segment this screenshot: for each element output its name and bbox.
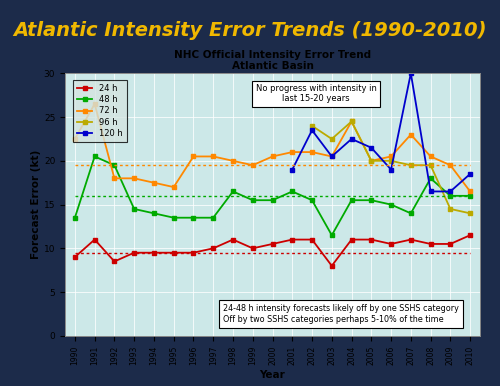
Text: 24-48 h intensity forecasts likely off by one SSHS category
Off by two SSHS cate: 24-48 h intensity forecasts likely off b… bbox=[223, 304, 459, 323]
Title: NHC Official Intensity Error Trend
Atlantic Basin: NHC Official Intensity Error Trend Atlan… bbox=[174, 49, 371, 71]
Text: No progress with intensity in
last 15-20 years: No progress with intensity in last 15-20… bbox=[256, 84, 376, 103]
Legend: 24 h, 48 h, 72 h, 96 h, 120 h: 24 h, 48 h, 72 h, 96 h, 120 h bbox=[74, 80, 127, 142]
Y-axis label: Forecast Error (kt): Forecast Error (kt) bbox=[31, 150, 41, 259]
X-axis label: Year: Year bbox=[260, 371, 285, 381]
Text: Atlantic Intensity Error Trends (1990-2010): Atlantic Intensity Error Trends (1990-20… bbox=[13, 21, 487, 40]
